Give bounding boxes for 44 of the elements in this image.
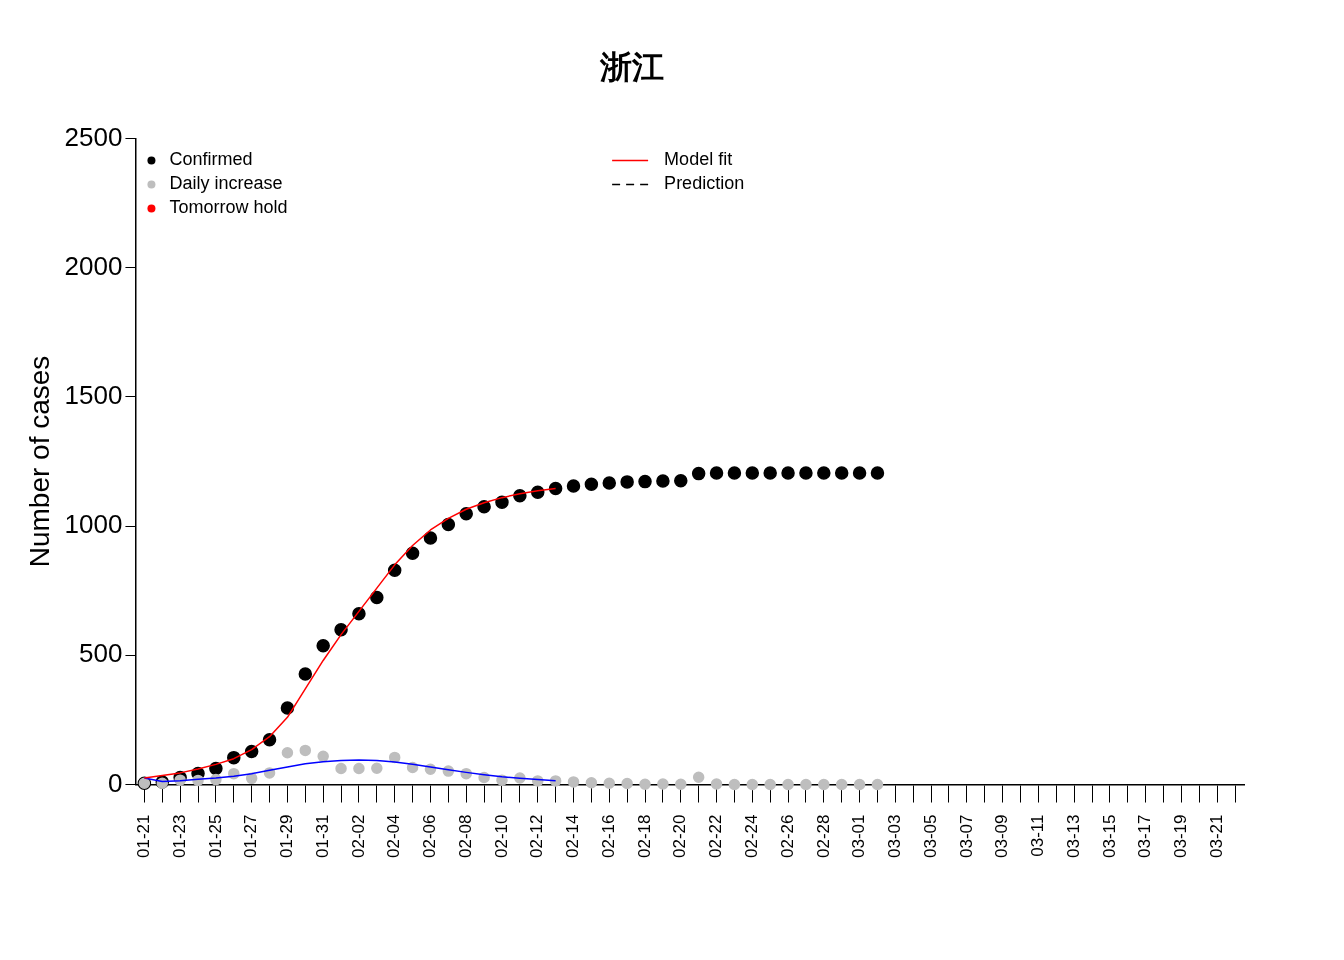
x-tick-label: 03-05 bbox=[920, 814, 940, 858]
x-tick-label: 01-25 bbox=[205, 814, 225, 858]
x-tick-label: 02-02 bbox=[348, 814, 368, 858]
x-tick-label: 03-15 bbox=[1099, 814, 1119, 858]
x-tick-label: 02-26 bbox=[777, 814, 797, 858]
y-tick-label: 1000 bbox=[64, 509, 123, 540]
legend-label: Prediction bbox=[664, 173, 745, 194]
x-tick-label: 02-24 bbox=[741, 814, 761, 858]
x-tick-label: 01-29 bbox=[277, 814, 297, 858]
x-tick-label: 03-21 bbox=[1206, 814, 1226, 858]
x-tick-label: 02-28 bbox=[813, 814, 833, 858]
y-tick-label: 0 bbox=[107, 767, 123, 798]
x-tick-label: 02-22 bbox=[706, 814, 726, 858]
y-tick-label: 1500 bbox=[64, 380, 123, 411]
x-tick-label: 03-03 bbox=[885, 814, 905, 858]
y-tick-label: 2500 bbox=[64, 121, 123, 152]
legend-label: Daily increase bbox=[169, 173, 283, 194]
x-tick-label: 03-07 bbox=[956, 814, 976, 858]
chart-title: 浙江 bbox=[599, 47, 664, 86]
x-tick-label: 01-21 bbox=[134, 814, 154, 858]
legend-label: Tomorrow hold bbox=[169, 197, 288, 218]
x-tick-label: 02-10 bbox=[491, 814, 511, 858]
x-tick-label: 01-31 bbox=[312, 814, 332, 858]
x-tick-label: 03-13 bbox=[1063, 814, 1083, 858]
x-tick-label: 01-23 bbox=[169, 814, 189, 858]
x-tick-label: 03-11 bbox=[1028, 814, 1048, 857]
x-tick-label: 02-20 bbox=[670, 814, 690, 858]
x-tick-label: 03-17 bbox=[1135, 814, 1155, 858]
legend-label: Confirmed bbox=[169, 149, 253, 170]
x-tick-label: 03-09 bbox=[992, 814, 1012, 858]
y-axis-title: Number of cases bbox=[23, 355, 55, 568]
x-tick-label: 02-18 bbox=[634, 814, 654, 858]
x-tick-label: 03-19 bbox=[1171, 814, 1191, 858]
y-tick-label: 500 bbox=[79, 638, 123, 669]
y-tick-label: 2000 bbox=[64, 250, 123, 281]
x-tick-label: 02-16 bbox=[598, 814, 618, 858]
x-tick-label: 02-06 bbox=[420, 814, 440, 858]
legend-label: Model fit bbox=[664, 149, 733, 170]
x-tick-label: 02-14 bbox=[563, 814, 583, 858]
x-tick-label: 03-01 bbox=[849, 814, 869, 858]
x-tick-label: 01-27 bbox=[241, 814, 261, 858]
x-tick-label: 02-08 bbox=[455, 814, 475, 858]
x-tick-label: 02-04 bbox=[384, 814, 404, 858]
x-tick-label: 02-12 bbox=[527, 814, 547, 858]
